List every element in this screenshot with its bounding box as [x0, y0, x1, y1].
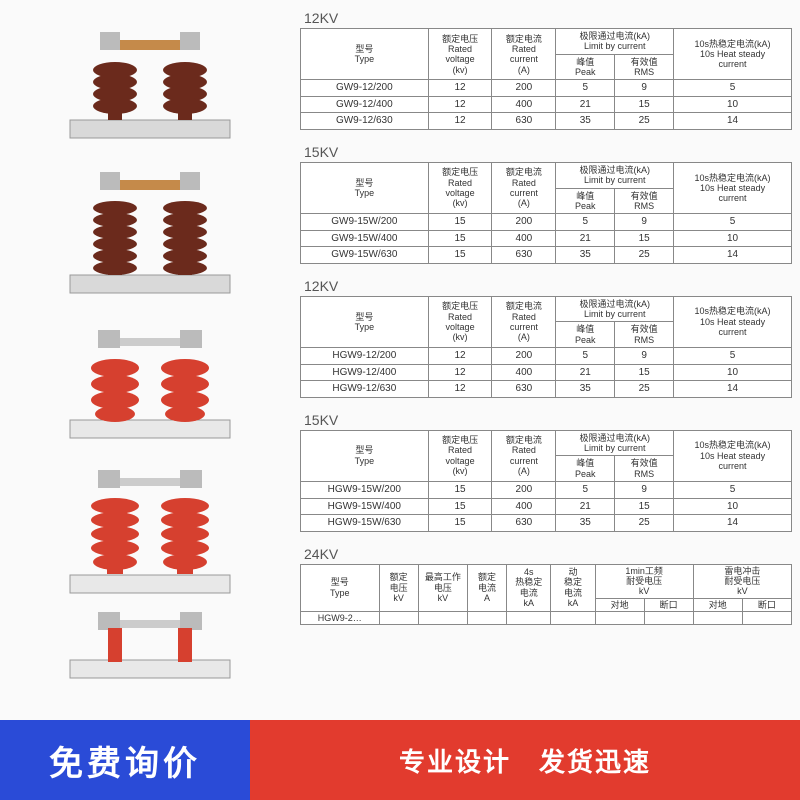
- spec-table-12kv-hgw9: 型号Type 额定电压Ratedvoltage(kv) 额定电流Ratedcur…: [300, 296, 792, 398]
- section-title: 12KV: [304, 10, 792, 26]
- product-image-hgw9-15: [50, 460, 250, 600]
- table-row: GW9-12/40012400211510: [301, 96, 792, 113]
- promo-banner: 免费询价 专业设计 发货迅速: [0, 720, 800, 800]
- table-row: GW9-12/63012630352514: [301, 113, 792, 130]
- table-row: GW9-15W/63015630352514: [301, 247, 792, 264]
- section-title: 24KV: [304, 546, 792, 562]
- banner-tag: 专业设计: [399, 742, 511, 779]
- spec-table-24kv: 型号Type 额定电压kV 最高工作电压kV 额定电流A 4s热稳定电流kA 动…: [300, 564, 792, 626]
- product-image-hgw9-12: [50, 310, 250, 450]
- table-row: GW9-12/20012200595: [301, 80, 792, 97]
- spec-table-15kv-gw9: 型号Type 额定电压Ratedvoltage(kv) 额定电流Ratedcur…: [300, 162, 792, 264]
- col-current: 额定电流Ratedcurrent(A): [492, 29, 556, 80]
- table-row: HGW9-15W/20015200595: [301, 482, 792, 499]
- col-type: 型号Type: [301, 29, 429, 80]
- spec-table-12kv-gw9: 型号Type 额定电压Ratedvoltage(kv) 额定电流Ratedcur…: [300, 28, 792, 130]
- table-row: HGW9-12/63012630352514: [301, 381, 792, 398]
- table-row: HGW9-12/40012400211510: [301, 364, 792, 381]
- product-image-column: [0, 0, 300, 800]
- section-title: 15KV: [304, 144, 792, 160]
- table-row: HGW9-2…: [301, 611, 792, 624]
- banner-tag: 发货迅速: [539, 742, 651, 779]
- col-limit: 极限通过电流(kA)Limit by current: [556, 29, 674, 55]
- table-row: GW9-15W/20015200595: [301, 214, 792, 231]
- table-row: HGW9-12/20012200595: [301, 348, 792, 365]
- subcol-peak: 峰值Peak: [556, 54, 615, 80]
- section-title: 12KV: [304, 278, 792, 294]
- col-heat: 10s热稳定电流(kA)10s Heat steadycurrent: [674, 29, 792, 80]
- table-row: GW9-15W/40015400211510: [301, 230, 792, 247]
- col-voltage: 额定电压Ratedvoltage(kv): [428, 29, 492, 80]
- spec-table-15kv-hgw9: 型号Type 额定电压Ratedvoltage(kv) 额定电流Ratedcur…: [300, 430, 792, 532]
- banner-tags: 专业设计 发货迅速: [250, 720, 800, 800]
- catalog-page: 12KV 型号Type 额定电压Ratedvoltage(kv) 额定电流Rat…: [0, 0, 800, 800]
- product-image-gw9-15: [50, 160, 250, 300]
- banner-cta[interactable]: 免费询价: [0, 720, 250, 800]
- spec-tables-column: 12KV 型号Type 额定电压Ratedvoltage(kv) 额定电流Rat…: [300, 0, 800, 800]
- table-row: HGW9-15W/40015400211510: [301, 498, 792, 515]
- product-image-gw9-12: [50, 10, 250, 150]
- subcol-rms: 有效值RMS: [615, 54, 674, 80]
- product-image-hgw9-24: [50, 610, 250, 680]
- table-row: HGW9-15W/63015630352514: [301, 515, 792, 532]
- section-title: 15KV: [304, 412, 792, 428]
